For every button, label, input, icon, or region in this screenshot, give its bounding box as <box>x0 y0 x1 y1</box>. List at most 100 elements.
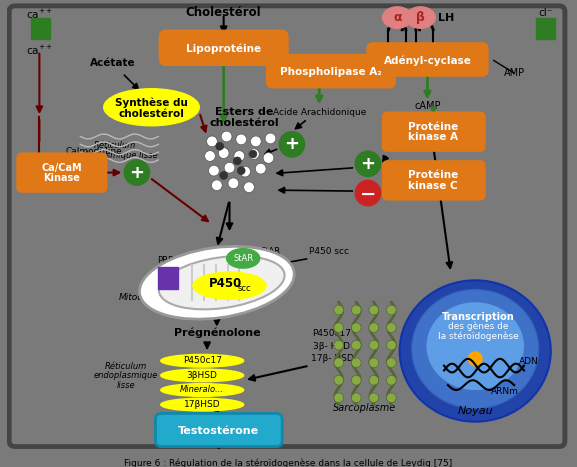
Circle shape <box>263 153 274 163</box>
Text: ca$^{++}$: ca$^{++}$ <box>26 8 53 21</box>
Text: P450c17: P450c17 <box>312 329 351 339</box>
Circle shape <box>216 142 224 150</box>
Text: +: + <box>361 155 376 173</box>
Text: ARNm: ARNm <box>490 387 518 396</box>
Circle shape <box>265 133 276 144</box>
Circle shape <box>387 375 396 385</box>
Bar <box>535 18 541 39</box>
Circle shape <box>334 323 343 333</box>
Text: scc: scc <box>237 284 251 293</box>
Circle shape <box>387 393 396 403</box>
FancyBboxPatch shape <box>267 55 395 88</box>
Text: cAMP: cAMP <box>414 101 441 111</box>
Text: P450 scc: P450 scc <box>309 247 349 255</box>
Circle shape <box>351 340 361 350</box>
Circle shape <box>369 323 379 333</box>
Text: Synthèse du: Synthèse du <box>115 97 188 107</box>
Text: cholestérol: cholestérol <box>209 118 279 128</box>
Circle shape <box>334 393 343 403</box>
Ellipse shape <box>383 7 412 28</box>
Circle shape <box>212 180 222 191</box>
Bar <box>44 18 50 39</box>
Text: Réticulum: Réticulum <box>105 361 147 370</box>
Text: 3βHSD: 3βHSD <box>187 371 218 380</box>
Circle shape <box>334 340 343 350</box>
Text: Phospholipase A₂: Phospholipase A₂ <box>280 67 382 77</box>
Circle shape <box>228 178 239 189</box>
Text: cl⁻: cl⁻ <box>538 8 553 18</box>
Text: cholestérol: cholestérol <box>119 109 185 119</box>
FancyBboxPatch shape <box>155 413 282 446</box>
Ellipse shape <box>161 354 243 367</box>
Text: AMP: AMP <box>504 68 524 78</box>
Circle shape <box>355 180 381 206</box>
Circle shape <box>351 375 361 385</box>
Ellipse shape <box>193 272 266 299</box>
Circle shape <box>369 358 379 368</box>
Circle shape <box>234 151 245 162</box>
Ellipse shape <box>159 256 284 309</box>
Circle shape <box>234 157 241 165</box>
Text: StAR: StAR <box>261 247 281 256</box>
Circle shape <box>224 163 235 173</box>
Text: Protéine: Protéine <box>408 170 458 181</box>
Ellipse shape <box>426 302 524 390</box>
Circle shape <box>249 150 257 158</box>
Text: Figure 6 : Régulation de la stéroïdogenèse dans la cellule de Leydig [75]: Figure 6 : Régulation de la stéroïdogenè… <box>125 459 452 467</box>
Circle shape <box>351 358 361 368</box>
Text: Calmoduline: Calmoduline <box>66 147 122 156</box>
Text: 3β- HSD: 3β- HSD <box>313 342 350 351</box>
Circle shape <box>387 340 396 350</box>
Bar <box>549 18 555 39</box>
Ellipse shape <box>227 248 260 268</box>
Text: Testostérone: Testostérone <box>178 426 259 436</box>
Bar <box>31 18 36 39</box>
Text: Kinase: Kinase <box>43 173 80 184</box>
Text: 17β- HSD: 17β- HSD <box>310 354 353 363</box>
Circle shape <box>250 136 261 147</box>
Text: P450: P450 <box>209 277 242 290</box>
Circle shape <box>208 165 219 176</box>
Text: Acide Arachidonique: Acide Arachidonique <box>272 108 366 117</box>
Text: Acétate: Acétate <box>89 58 136 68</box>
Circle shape <box>369 375 379 385</box>
Circle shape <box>207 136 218 147</box>
Ellipse shape <box>400 280 551 422</box>
Text: endoplasmique: endoplasmique <box>94 371 158 380</box>
Text: Réticulum: Réticulum <box>93 141 136 150</box>
Text: endoplasmique lisse: endoplasmique lisse <box>72 151 158 160</box>
Circle shape <box>351 305 361 315</box>
FancyBboxPatch shape <box>367 43 488 76</box>
Circle shape <box>334 305 343 315</box>
Text: +: + <box>129 163 144 182</box>
Ellipse shape <box>412 290 538 409</box>
Ellipse shape <box>161 369 243 382</box>
Bar <box>158 267 178 289</box>
Circle shape <box>243 182 254 192</box>
Text: LH: LH <box>438 13 455 22</box>
Text: Mineralo...: Mineralo... <box>180 385 224 395</box>
Circle shape <box>240 166 250 177</box>
Circle shape <box>256 163 266 174</box>
Text: Mitochondrie: Mitochondrie <box>119 293 178 302</box>
Text: Esters de: Esters de <box>215 107 273 117</box>
Circle shape <box>351 393 361 403</box>
Text: des gènes de: des gènes de <box>448 322 508 332</box>
FancyBboxPatch shape <box>9 6 565 446</box>
Text: 17βHSD: 17βHSD <box>184 400 220 409</box>
Text: α: α <box>393 11 402 24</box>
Text: P450c17: P450c17 <box>183 356 222 365</box>
Ellipse shape <box>161 384 243 396</box>
Circle shape <box>221 131 232 142</box>
Circle shape <box>387 323 396 333</box>
Text: ca$^{++}$: ca$^{++}$ <box>26 44 53 57</box>
Bar <box>542 18 548 39</box>
Text: kinase C: kinase C <box>409 181 458 191</box>
Circle shape <box>369 305 379 315</box>
Circle shape <box>237 167 245 175</box>
FancyBboxPatch shape <box>159 30 288 65</box>
Circle shape <box>279 132 305 157</box>
Text: lisse: lisse <box>117 381 136 390</box>
Circle shape <box>387 305 396 315</box>
Ellipse shape <box>104 89 199 126</box>
